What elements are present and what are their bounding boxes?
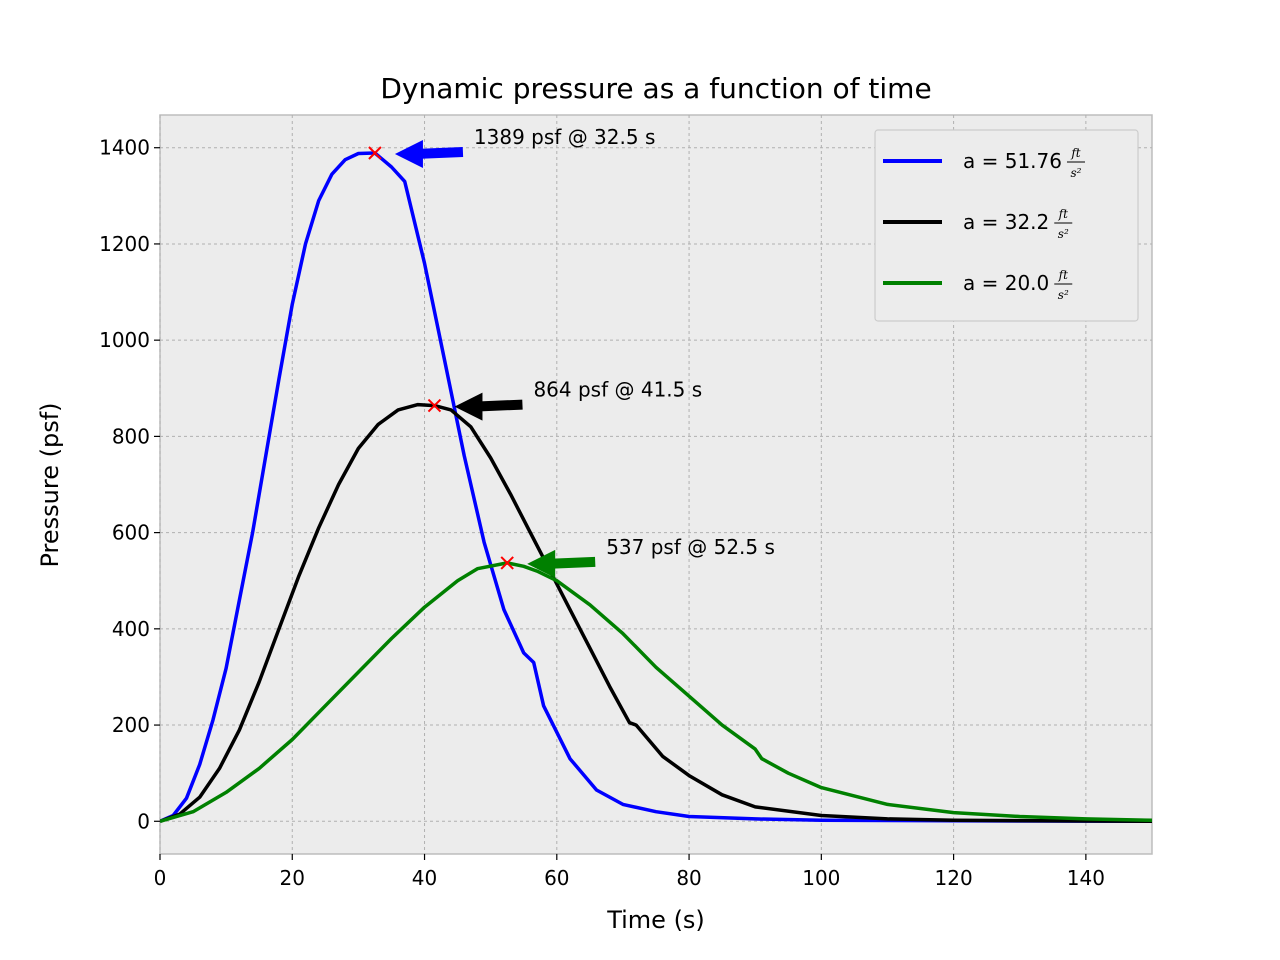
legend-label: a = 20.0 (963, 271, 1049, 295)
x-axis-label: Time (s) (606, 906, 705, 934)
y-tick-label: 200 (112, 713, 150, 737)
x-tick-label: 60 (544, 866, 569, 890)
legend: a = 51.76 ft s² a = 32.2 ft s² a = 20.0 ft s² (874, 129, 1139, 322)
y-tick-label: 600 (112, 521, 150, 545)
peak-marker (427, 398, 442, 413)
series-line-1 (160, 151, 1152, 824)
series-layer (160, 151, 1152, 824)
peak-marker (368, 146, 382, 160)
x-tick-label: 20 (280, 866, 305, 890)
unit-denominator: s² (1058, 227, 1069, 241)
arrow-head (454, 392, 483, 421)
y-axis-ticks: 0 200 400 600 800 1000 1200 1400 (99, 136, 160, 833)
unit-denominator: s² (1071, 166, 1082, 180)
unit-numerator: ft (1058, 268, 1068, 282)
annotation-layer: 1389 psf @ 32.5 s 864 psf @ 41.5 s 537 psf… (368, 125, 775, 578)
x-tick-label: 120 (935, 866, 973, 890)
y-axis-label: Pressure (psf) (36, 402, 64, 567)
legend-entry-1: a = 51.76 ft s² (883, 146, 1085, 180)
peak-annotation-3: 537 psf @ 52.5 s (500, 535, 775, 578)
x-tick-label: 40 (412, 866, 437, 890)
arrow-head (527, 549, 556, 578)
legend-label: a = 32.2 (963, 210, 1049, 234)
arrow-head (394, 140, 423, 169)
annotation-label: 864 psf @ 41.5 s (533, 378, 702, 402)
x-tick-label: 80 (676, 866, 701, 890)
x-tick-label: 100 (802, 866, 840, 890)
annotation-label: 1389 psf @ 32.5 s (474, 125, 655, 149)
unit-numerator: ft (1070, 146, 1080, 160)
y-tick-label: 0 (137, 809, 150, 833)
peak-marker (500, 556, 514, 570)
series-line-2 (160, 402, 1152, 824)
x-tick-label: 140 (1067, 866, 1105, 890)
chart-title: Dynamic pressure as a function of time (380, 72, 931, 105)
legend-frame (874, 129, 1139, 322)
series-line-3 (160, 561, 1152, 823)
unit-denominator: s² (1058, 288, 1069, 302)
peak-annotation-2: 864 psf @ 41.5 s (427, 378, 702, 421)
peak-annotation-1: 1389 psf @ 32.5 s (368, 125, 655, 169)
y-tick-label: 1200 (99, 232, 150, 256)
y-tick-label: 1400 (99, 136, 150, 160)
unit-numerator: ft (1058, 207, 1068, 221)
legend-entry-3: a = 20.0 ft s² (883, 268, 1073, 302)
y-tick-label: 800 (112, 424, 150, 448)
x-tick-label: 0 (154, 866, 167, 890)
y-tick-label: 1000 (99, 328, 150, 352)
legend-entry-2: a = 32.2 ft s² (883, 207, 1073, 241)
y-tick-label: 400 (112, 617, 150, 641)
x-axis-ticks: 0 20 40 60 80 100 120 140 (154, 854, 1105, 890)
legend-label: a = 51.76 (963, 149, 1062, 173)
annotation-label: 537 psf @ 52.5 s (606, 535, 775, 559)
